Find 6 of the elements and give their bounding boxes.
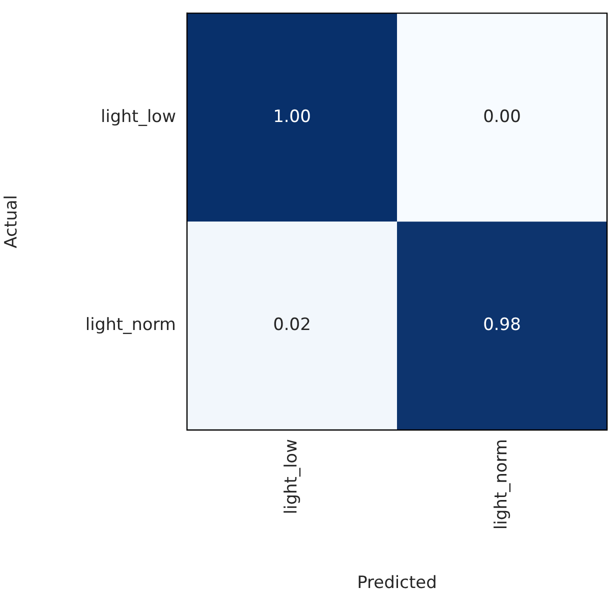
data-label: 1.00 (273, 106, 311, 127)
data-label: 0.98 (483, 315, 521, 336)
y-axis-title: Actual (2, 194, 22, 248)
data-label: 0.00 (483, 106, 521, 127)
x-axis-title: Predicted (357, 573, 437, 594)
data-label: 0.02 (273, 315, 311, 336)
